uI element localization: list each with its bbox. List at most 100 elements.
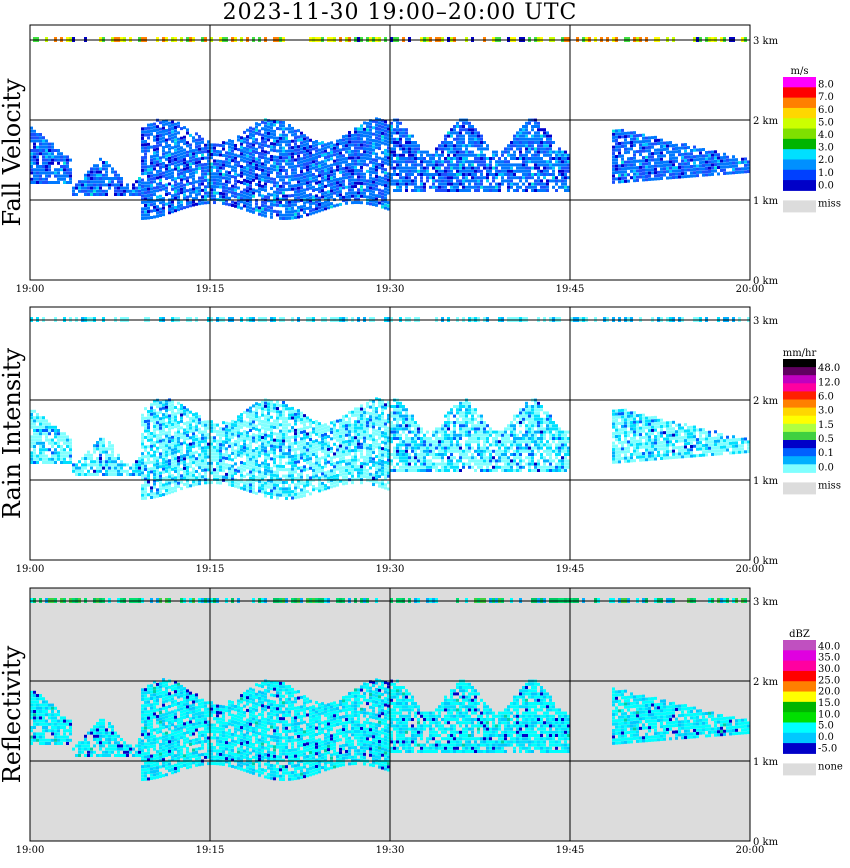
rain-intensity-echo-cell bbox=[171, 416, 174, 420]
rain-intensity-echo-cell bbox=[282, 455, 285, 459]
fall-velocity-echo-cell bbox=[174, 151, 177, 155]
rain-intensity-echo-cell bbox=[99, 444, 102, 448]
fall-velocity-echo-cell bbox=[177, 163, 180, 167]
rain-intensity-echo-cell bbox=[69, 438, 72, 442]
fall-velocity-echo-cell bbox=[390, 166, 393, 170]
fall-velocity-echo-cell bbox=[441, 141, 444, 144]
fall-velocity-echo-cell bbox=[552, 173, 555, 176]
fall-velocity-echo-cell bbox=[189, 191, 192, 195]
rain-intensity-echo-cell bbox=[189, 436, 192, 440]
rain-intensity-echo-cell bbox=[219, 459, 222, 463]
fall-velocity-echo-cell bbox=[225, 154, 228, 158]
fall-velocity-echo-cell bbox=[621, 170, 624, 174]
rain-intensity-echo-cell bbox=[258, 454, 261, 458]
fall-velocity-echo-cell bbox=[711, 163, 714, 167]
rain-intensity-echo-cell bbox=[48, 448, 51, 452]
fall-velocity-echo-cell bbox=[141, 156, 144, 160]
fall-velocity-echo-cell bbox=[519, 141, 522, 144]
rain-intensity-echo-cell bbox=[42, 419, 45, 423]
rain-intensity-echo-cell bbox=[177, 462, 180, 466]
fall-velocity-echo-cell bbox=[300, 160, 303, 164]
fall-velocity-echo-cell bbox=[486, 163, 489, 167]
fall-velocity-echo-cell bbox=[213, 159, 216, 163]
fall-velocity-echo-cell bbox=[255, 131, 258, 135]
fall-velocity-echo-cell bbox=[294, 184, 297, 188]
fall-velocity-echo-cell bbox=[648, 145, 651, 149]
rain-intensity-echo-cell bbox=[249, 428, 252, 432]
fall-velocity-echo-cell bbox=[273, 161, 276, 165]
fall-velocity-echo-cell bbox=[288, 124, 291, 128]
fall-velocity-echo-cell bbox=[504, 147, 507, 151]
fall-velocity-echo-cell bbox=[402, 128, 405, 132]
fall-velocity-echo-cell bbox=[441, 147, 444, 151]
fall-velocity-echo-cell bbox=[117, 189, 120, 193]
fall-velocity-echo-cell bbox=[66, 158, 69, 162]
rain-intensity-echo-cell bbox=[33, 457, 36, 461]
fall-velocity-echo-cell bbox=[30, 168, 33, 172]
rain-intensity-echo-cell bbox=[288, 442, 291, 446]
fall-velocity-echo-cell bbox=[501, 150, 504, 154]
fall-velocity-echo-cell bbox=[324, 207, 327, 211]
rain-intensity-echo-cell bbox=[105, 450, 108, 454]
fall-velocity-echo-cell bbox=[567, 176, 570, 180]
fall-velocity-echo-cell bbox=[678, 175, 681, 179]
fall-velocity-echo-cell bbox=[93, 177, 96, 180]
fall-velocity-echo-cell bbox=[405, 160, 408, 164]
fall-velocity-echo-cell bbox=[366, 153, 369, 157]
fall-velocity-echo-cell bbox=[705, 157, 708, 161]
fall-velocity-echo-cell bbox=[249, 209, 252, 213]
rain-intensity-echo-cell bbox=[258, 435, 261, 439]
rain-intensity-echo-cell bbox=[294, 416, 297, 420]
rain-intensity-echo-cell bbox=[186, 465, 189, 469]
fall-velocity-echo-cell bbox=[345, 185, 348, 189]
rain-intensity-echo-cell bbox=[48, 461, 51, 464]
fall-velocity-echo-cell bbox=[282, 140, 285, 144]
rain-intensity-echo-cell bbox=[258, 447, 261, 451]
fall-velocity-echo-cell bbox=[147, 210, 150, 214]
rain-intensity-echo-cell bbox=[141, 416, 144, 420]
rain-intensity-echo-cell bbox=[246, 459, 249, 463]
fall-velocity-echo-cell bbox=[273, 181, 276, 185]
fall-velocity-echo-cell bbox=[162, 152, 165, 156]
fall-velocity-echo-cell bbox=[171, 168, 174, 172]
fall-velocity-echo-cell bbox=[279, 175, 282, 179]
fall-velocity-echo-cell bbox=[636, 137, 639, 141]
fall-velocity-echo-cell bbox=[198, 150, 201, 154]
rain-intensity-echo-cell bbox=[213, 468, 216, 472]
rain-intensity-echo-cell bbox=[234, 468, 237, 472]
fall-velocity-echo-cell bbox=[183, 174, 186, 178]
fall-velocity-echo-cell bbox=[66, 161, 69, 165]
fall-velocity-echo-cell bbox=[288, 140, 291, 144]
fall-velocity-echo-cell bbox=[558, 173, 561, 176]
fall-velocity-echo-cell bbox=[321, 169, 324, 173]
fall-velocity-echo-cell bbox=[492, 173, 495, 176]
fall-velocity-echo-cell bbox=[399, 169, 402, 173]
fall-velocity-echo-cell bbox=[144, 133, 147, 137]
fall-velocity-echo-cell bbox=[195, 193, 198, 197]
rain-intensity-echo-cell bbox=[159, 410, 162, 414]
fall-velocity-echo-cell bbox=[366, 125, 369, 129]
fall-velocity-echo-cell bbox=[189, 133, 192, 137]
fall-velocity-echo-cell bbox=[624, 167, 627, 171]
rain-intensity-echo-cell bbox=[282, 436, 285, 440]
rain-intensity-echo-cell bbox=[297, 492, 300, 496]
fall-velocity-echo-cell bbox=[267, 138, 270, 142]
fall-velocity-echo-cell bbox=[522, 157, 525, 160]
rain-intensity-echo-cell bbox=[255, 450, 258, 454]
fall-velocity-echo-cell bbox=[63, 174, 66, 178]
fall-velocity-echo-cell bbox=[306, 142, 309, 146]
rain-intensity-echo-cell bbox=[252, 436, 255, 440]
fall-velocity-echo-cell bbox=[657, 170, 660, 174]
fall-velocity-echo-cell bbox=[141, 216, 144, 220]
fall-velocity-echo-cell bbox=[471, 179, 474, 183]
fall-velocity-echo-cell bbox=[414, 189, 417, 192]
fall-velocity-echo-cell bbox=[231, 159, 234, 163]
rain-intensity-echo-cell bbox=[297, 453, 300, 457]
fall-velocity-echo-cell bbox=[522, 166, 525, 170]
fall-velocity-echo-cell bbox=[372, 139, 375, 143]
rain-intensity-echo-cell bbox=[108, 453, 111, 457]
rain-intensity-echo-cell bbox=[168, 459, 171, 463]
rain-intensity-echo-cell bbox=[300, 440, 303, 444]
fall-velocity-echo-cell bbox=[198, 144, 201, 148]
fall-velocity-echo-cell bbox=[498, 189, 501, 192]
